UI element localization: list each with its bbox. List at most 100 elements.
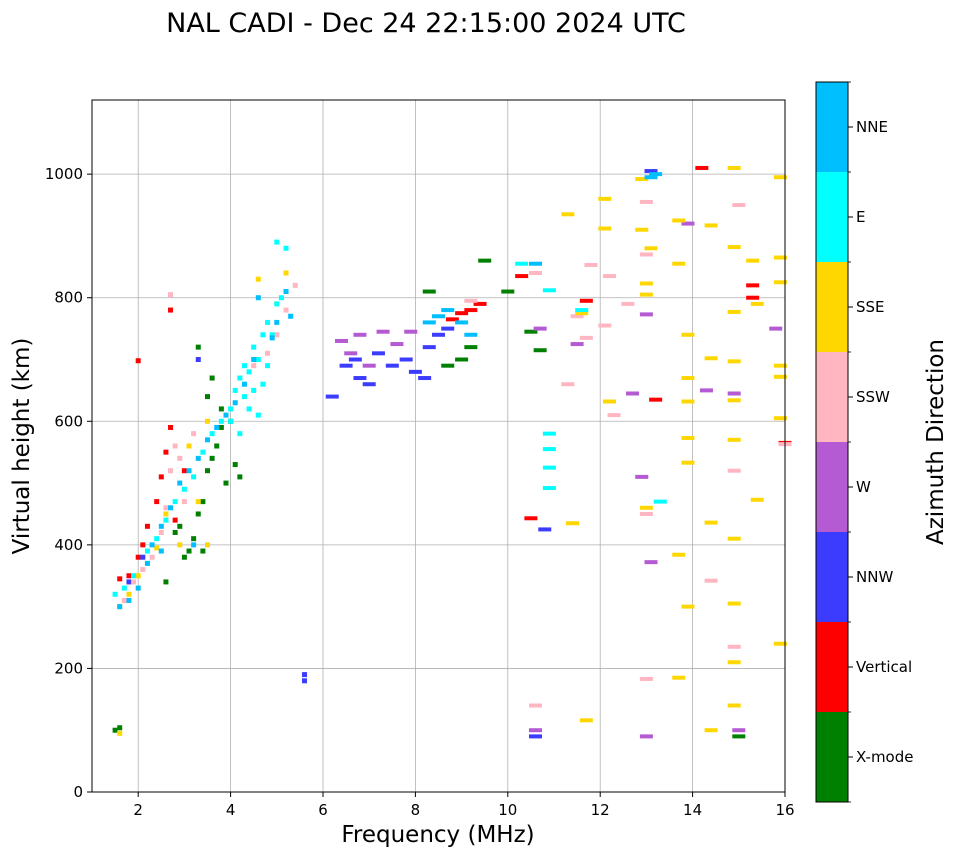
point-nnw [362,382,376,387]
point-ssw [639,252,653,257]
point-e [246,406,252,412]
point-x-mode [441,363,455,368]
point-vertical [455,311,469,316]
point-sse [681,435,695,440]
point-e [163,517,169,523]
point-nne [158,548,164,554]
colorbar-swatch-x-mode [816,712,848,802]
point-sse [704,356,718,361]
point-e [255,412,261,418]
point-e [131,573,137,579]
colorbar-label-ssw: SSW [856,388,890,406]
point-x-mode [186,548,192,554]
point-e [251,344,257,350]
point-nne [455,320,469,325]
point-w [626,391,640,396]
colorbar: X-mode Vertical NNW W SSW SSE E NNE [815,81,913,803]
y-tick-label: 0 [73,783,83,801]
point-w [635,474,649,479]
point-vertical [515,274,529,279]
point-nnw [644,169,658,174]
point-e [653,499,667,504]
point-x-mode [524,329,538,334]
point-nne [241,381,247,387]
point-nnw [126,579,132,585]
point-ssw [251,363,257,369]
point-x-mode [181,554,187,560]
point-sse [704,223,718,228]
point-e [265,363,271,369]
point-ssw [579,335,593,340]
point-nnw [408,369,422,374]
point-nne [126,597,132,603]
point-x-mode [112,727,118,733]
point-vertical [746,295,760,300]
point-x-mode [533,348,547,353]
point-nne [149,542,155,548]
point-sse [773,255,787,260]
point-e [274,301,280,307]
point-nnw [422,345,436,350]
point-e [232,387,238,393]
point-e [228,406,234,412]
point-x-mode [209,455,215,461]
point-ssw [727,644,741,649]
colorbar-frame [815,81,849,803]
point-sse [681,604,695,609]
point-vertical [163,449,169,455]
point-sse [561,212,575,217]
point-e [246,369,252,375]
point-e [269,332,275,338]
point-nne [422,320,436,325]
point-vertical [126,573,132,579]
point-x-mode [205,468,210,474]
colorbar-swatch-nnw [816,532,848,622]
x-tick-label: 8 [411,801,421,819]
point-nnw [140,554,146,560]
point-sse [598,226,612,231]
point-nne [158,523,164,529]
point-ssw [149,554,155,560]
point-sse [639,281,653,286]
point-w [529,728,543,733]
point-nnw [529,734,543,739]
plot-frame [91,99,786,793]
point-vertical [172,517,178,523]
point-sse [117,730,123,736]
point-vertical [445,317,459,322]
point-sse [639,292,653,297]
point-nnw [399,357,413,362]
x-axis-label: Frequency (MHz) [341,822,534,848]
chart-title: NAL CADI - Dec 24 22:15:00 2024 UTC [166,8,686,39]
point-ssw [168,292,174,298]
point-vertical [524,516,538,521]
point-sse [154,545,160,551]
point-sse [186,443,192,449]
point-e [241,363,247,369]
point-nne [195,455,201,461]
y-axis-label: Virtual height (km) [9,338,35,555]
point-e [274,239,280,245]
point-sse [205,418,210,424]
point-w [570,342,584,347]
point-ssw [621,301,635,306]
y-tick-label: 200 [54,659,83,677]
colorbar-swatch-nne [816,82,848,172]
point-w [390,342,404,347]
point-ssw [121,597,127,603]
point-e [278,295,284,301]
point-x-mode [237,474,243,480]
point-vertical [746,283,760,288]
point-ssw [464,298,478,303]
point-w [376,329,390,334]
point-x-mode [172,530,178,535]
colorbar-swatch-w [816,442,848,532]
point-sse [727,660,741,665]
point-sse [644,246,658,251]
point-e [237,431,243,437]
point-vertical [649,397,663,402]
point-ssw [131,579,137,585]
point-nne [117,604,123,610]
point-x-mode [117,725,123,731]
